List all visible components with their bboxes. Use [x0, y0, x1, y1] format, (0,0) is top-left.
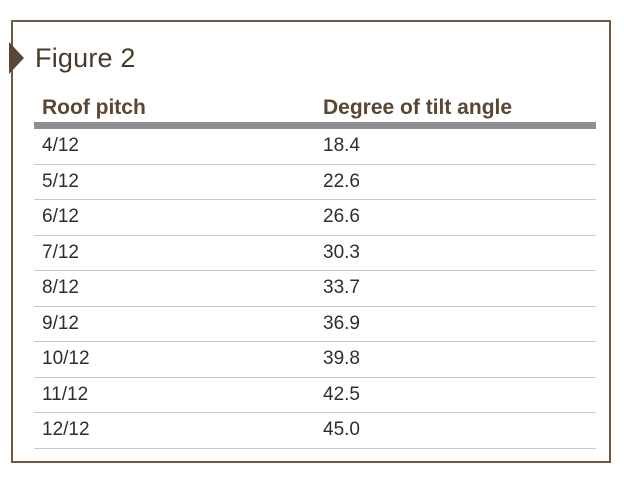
table-row: 5/12 22.6 — [34, 165, 596, 200]
tilt-angle-cell: 33.7 — [323, 277, 360, 298]
title-arrow-marker — [9, 42, 24, 74]
roof-pitch-cell: 11/12 — [42, 383, 89, 405]
figure-frame — [11, 20, 611, 463]
table-body: 4/12 18.4 5/12 22.6 6/12 26.6 7/12 30.3 … — [34, 129, 596, 449]
roof-pitch-cell: 9/12 — [42, 312, 79, 334]
roof-pitch-cell: 5/12 — [42, 170, 79, 192]
roof-pitch-cell: 12/12 — [42, 419, 90, 440]
tilt-angle-cell: 18.4 — [323, 135, 360, 156]
column-header-roof-pitch: Roof pitch — [42, 96, 146, 119]
tilt-angle-cell: 22.6 — [323, 170, 360, 192]
tilt-angle-cell: 45.0 — [323, 419, 360, 440]
table-row: 12/12 45.0 — [34, 413, 596, 449]
roof-pitch-cell: 4/12 — [42, 135, 79, 156]
figure-title: Figure 2 — [35, 43, 136, 73]
table-row: 8/12 33.7 — [34, 271, 596, 307]
tilt-angle-cell: 36.9 — [323, 312, 360, 334]
roof-pitch-cell: 7/12 — [42, 241, 79, 263]
table-row: 4/12 18.4 — [34, 129, 596, 165]
tilt-angle-cell: 39.8 — [323, 348, 360, 369]
roof-pitch-cell: 8/12 — [42, 277, 79, 298]
header-rule — [34, 122, 596, 129]
roof-pitch-cell: 6/12 — [42, 206, 79, 227]
column-header-tilt-angle: Degree of tilt angle — [323, 96, 513, 119]
table-row: 6/12 26.6 — [34, 200, 596, 236]
tilt-angle-cell: 30.3 — [323, 241, 360, 263]
table-row: 9/12 36.9 — [34, 307, 596, 342]
tilt-angle-cell: 26.6 — [323, 206, 360, 227]
table-row: 7/12 30.3 — [34, 236, 596, 271]
tilt-angle-cell: 42.5 — [323, 383, 360, 405]
table-row: 11/12 42.5 — [34, 378, 596, 413]
roof-pitch-cell: 10/12 — [42, 348, 90, 369]
table-row: 10/12 39.8 — [34, 342, 596, 378]
